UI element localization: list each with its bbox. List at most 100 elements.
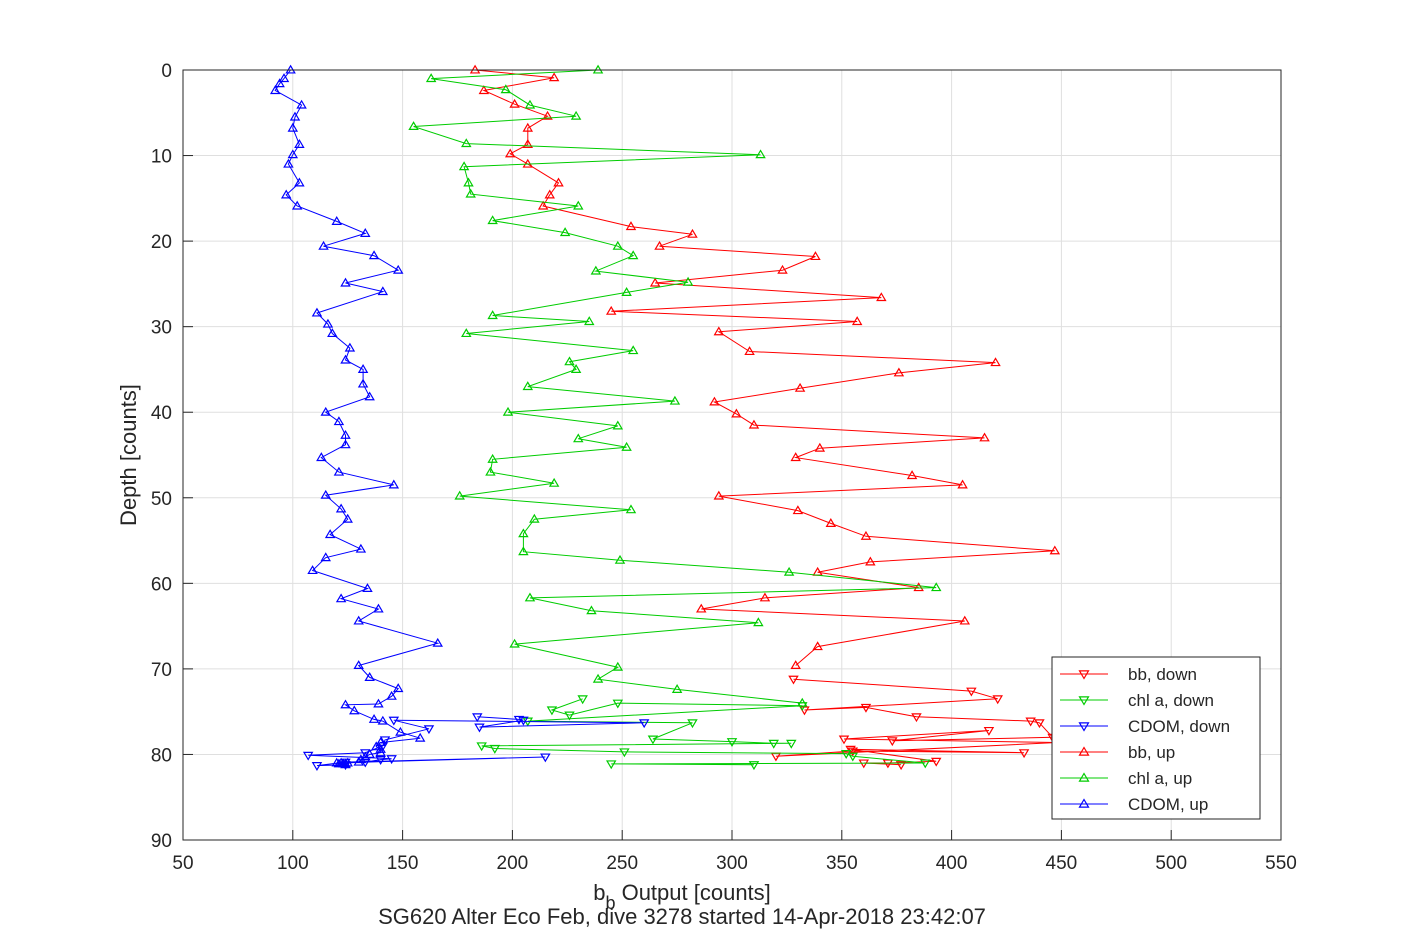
legend-entry-cdom-up: CDOM, up <box>1060 795 1208 814</box>
data-point <box>278 73 290 83</box>
data-point <box>887 737 898 747</box>
data-point <box>669 395 681 405</box>
data-point <box>274 78 285 88</box>
legend-marker <box>1078 746 1090 756</box>
data-point <box>893 367 905 377</box>
data-point <box>340 699 351 709</box>
data-point <box>957 479 968 489</box>
legend-label: chl a, up <box>1128 769 1192 788</box>
data-point <box>362 583 373 593</box>
data-point <box>783 566 795 576</box>
data-point <box>353 660 364 670</box>
data-point <box>509 638 520 648</box>
data-point <box>370 741 382 751</box>
tick-labels: 50 100 150 200 250 300 350 400 450 500 550 0 10 20 30 4… <box>151 61 1297 874</box>
data-point <box>283 158 294 168</box>
data-point <box>454 490 465 500</box>
legend-marker <box>1078 722 1090 732</box>
data-point <box>621 441 632 451</box>
data-point <box>316 452 327 462</box>
data-point <box>349 705 360 715</box>
data-point <box>647 735 659 745</box>
x-tick-label: 500 <box>1155 853 1187 874</box>
data-point <box>559 227 571 237</box>
data-point <box>992 695 1003 705</box>
data-point <box>612 240 624 250</box>
data-point <box>605 305 617 315</box>
data-point <box>357 364 369 373</box>
data-point <box>504 148 516 158</box>
y-tick-label: 20 <box>151 232 172 253</box>
data-point <box>755 149 766 159</box>
data-point <box>687 719 698 729</box>
data-point <box>294 177 305 187</box>
data-point <box>320 489 331 499</box>
data-point <box>377 286 389 296</box>
data-point <box>1049 545 1061 555</box>
data-point <box>860 703 872 713</box>
data-point <box>335 503 347 513</box>
y-tick-label: 90 <box>151 831 172 852</box>
data-point <box>518 546 529 556</box>
data-point <box>592 64 604 74</box>
data-point <box>331 216 342 225</box>
data-point <box>759 592 771 602</box>
data-point <box>353 756 364 766</box>
y-tick-label: 10 <box>151 147 172 168</box>
x-tick-label: 350 <box>826 853 858 874</box>
data-point <box>797 697 808 707</box>
data-point <box>340 277 351 287</box>
data-point <box>487 310 498 320</box>
data-point <box>529 513 540 523</box>
data-point <box>544 189 555 199</box>
data-point <box>744 346 755 356</box>
data-point <box>577 695 588 705</box>
data-point <box>377 715 389 725</box>
x-tick-label: 550 <box>1265 853 1297 874</box>
data-point <box>340 439 351 449</box>
data-point <box>285 64 296 74</box>
data-point <box>472 713 483 723</box>
data-point <box>612 699 624 709</box>
data-point <box>786 739 797 749</box>
data-point <box>311 307 323 317</box>
data-point <box>324 529 336 539</box>
x-axis-label-rest: Output [counts] <box>615 880 770 905</box>
data-point <box>469 64 481 74</box>
data-point <box>522 381 534 391</box>
data-point <box>502 406 514 416</box>
data-point <box>461 138 472 148</box>
legend-marker <box>1078 670 1090 680</box>
x-tick-label: 300 <box>716 853 748 874</box>
data-point <box>794 382 806 392</box>
data-point <box>364 749 375 758</box>
data-point <box>748 419 760 429</box>
data-point <box>333 758 345 768</box>
data-point <box>696 603 707 613</box>
data-point <box>682 276 694 286</box>
legend-label: CDOM, up <box>1128 795 1208 814</box>
data-point <box>360 751 371 761</box>
data-point <box>753 617 764 627</box>
data-point <box>649 277 661 287</box>
legend-label: chl a, down <box>1128 691 1214 710</box>
data-point <box>375 756 386 765</box>
data-point <box>500 84 512 94</box>
series-line-bb-up <box>475 69 1055 666</box>
data-point <box>320 552 331 562</box>
data-point <box>919 759 931 769</box>
data-point <box>540 753 551 763</box>
data-point <box>895 761 907 771</box>
data-point <box>487 453 498 463</box>
data-point <box>671 684 683 693</box>
data-point <box>489 744 501 754</box>
data-point <box>485 466 496 476</box>
data-point <box>364 672 375 681</box>
y-tick-label: 50 <box>151 489 172 510</box>
data-point <box>373 698 384 708</box>
legend-marker <box>1078 772 1090 782</box>
legend-label: bb, down <box>1128 665 1197 684</box>
data-point <box>432 637 443 647</box>
data-point <box>320 406 331 416</box>
data-point <box>605 760 617 770</box>
